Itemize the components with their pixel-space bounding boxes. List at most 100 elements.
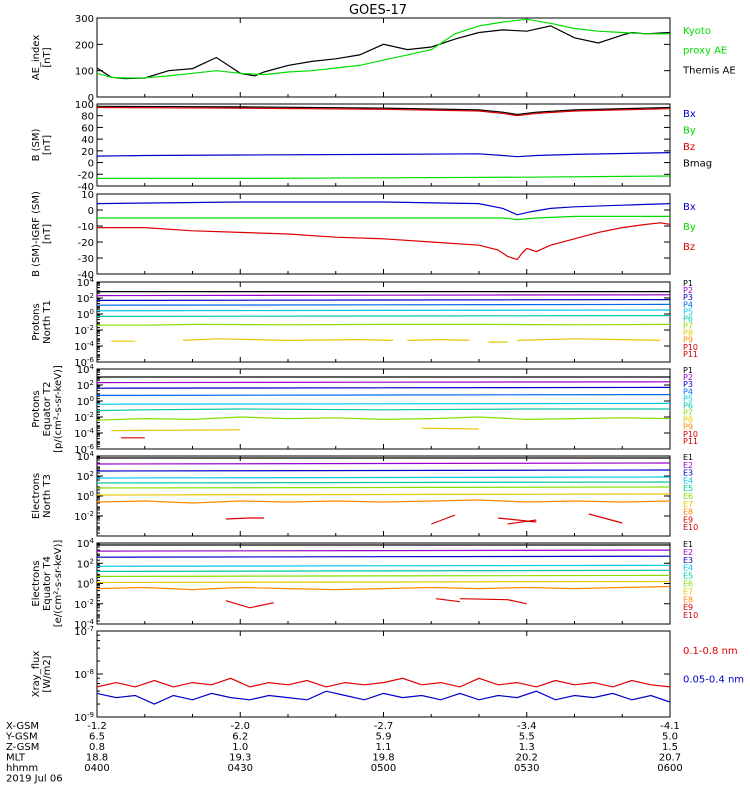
y-tick-label: -40 (78, 270, 94, 281)
time-axis-value: 0600 (657, 763, 682, 774)
legend-entry: Bx (683, 202, 696, 213)
time-axis-value: 1.3 (519, 742, 535, 753)
y-tick-label: 10-8 (74, 668, 94, 681)
legend-entry: E8 (683, 595, 693, 604)
y-tick-label: 300 (75, 14, 94, 25)
y-tick-label: 100 (77, 308, 94, 321)
legend-entry: P7 (683, 409, 693, 418)
legend-entry: By (683, 222, 696, 233)
y-axis-label: Xray_flux [W/m2] (31, 651, 53, 698)
y-tick-label: 60 (81, 123, 94, 134)
y-tick-label: 0 (88, 206, 94, 217)
panel-frame (96, 455, 671, 537)
y-axis-label-line: [nT] (42, 135, 53, 155)
series-line (97, 299, 670, 301)
series-line (421, 427, 480, 430)
legend-entry: P2 (683, 286, 693, 295)
y-tick-label: -20 (78, 170, 94, 181)
y-tick-label: 200 (75, 40, 94, 51)
series-line (97, 416, 670, 421)
legend-entry: E5 (683, 572, 693, 581)
y-tick-label: 10-2 (74, 598, 94, 611)
series-line (407, 338, 470, 341)
legend-entry: P11 (683, 350, 698, 359)
legend-entry: E10 (683, 523, 698, 532)
y-tick-label: -10 (78, 222, 94, 233)
legend-entry: E3 (683, 469, 693, 478)
legend-entry: P9 (683, 423, 693, 432)
legend-entry: P10 (683, 430, 698, 439)
legend-entry: E10 (683, 611, 698, 620)
y-tick-label: 10-7 (74, 625, 94, 638)
y-axis-label-line: [W/m2] (42, 655, 53, 692)
y-tick-label: 100 (77, 490, 94, 503)
legend-entry: E6 (683, 580, 693, 589)
y-tick-label: -20 (78, 238, 94, 249)
legend-entry: E8 (683, 508, 693, 517)
legend-entry: E2 (683, 548, 693, 557)
series-line (97, 175, 670, 179)
series-line (97, 25, 670, 80)
legend-entry: E9 (683, 603, 693, 612)
legend-entry: P3 (683, 380, 693, 389)
legend-entry: E6 (683, 492, 693, 501)
legend-entry: E1 (683, 540, 693, 549)
time-axis-value: 0430 (228, 763, 253, 774)
legend-entry: E7 (683, 500, 693, 509)
legend-entry: E4 (683, 564, 693, 573)
time-axis-row-label: X-GSM (6, 721, 39, 732)
y-tick-label: 102 (77, 470, 94, 483)
panel-frame (96, 542, 671, 625)
y-axis-label-line: Protons (31, 303, 42, 340)
series-line (97, 394, 670, 396)
time-axis-value: 5.9 (376, 732, 392, 743)
legend-entry: Bx (683, 109, 696, 120)
series-line (97, 315, 670, 317)
plot-title: GOES-17 (349, 3, 407, 18)
series-line (97, 476, 670, 479)
time-axis-value: 6.5 (89, 732, 105, 743)
legend-entry: P3 (683, 293, 693, 302)
y-axis-label-line: B (SM)-IGRF (SM) (31, 191, 42, 277)
legend-entry: P6 (683, 314, 693, 323)
time-axis-value: 19.3 (229, 753, 251, 764)
legend-entry: E9 (683, 515, 693, 524)
legend-entry: Bz (683, 242, 695, 253)
legend-entry: By (683, 126, 696, 137)
series-line (97, 564, 670, 567)
series-line (97, 18, 670, 79)
y-tick-label: 104 (77, 363, 95, 376)
series-line (97, 402, 670, 405)
y-axis-label-line: [e/(cm²-s-sr-keV)] (53, 540, 64, 628)
time-axis-row-label: Y-GSM (5, 732, 38, 743)
y-tick-label: 104 (77, 450, 95, 463)
legend-entry: P8 (683, 329, 693, 338)
series-line (431, 514, 456, 525)
y-tick-label: 10-2 (74, 510, 94, 523)
y-axis-label-line: [p/(cm²-s-sr-keV)] (53, 365, 64, 453)
y-axis-label: B (SM)-IGRF (SM) [nT] (31, 191, 53, 277)
series-line (97, 294, 670, 297)
time-axis-value: 5.0 (662, 732, 678, 743)
time-axis-value: 19.8 (372, 753, 394, 764)
panel-e_north: 10-2 100 102 104 Electrons North T3 E1E2E3E4E5… (31, 450, 698, 537)
y-tick-label: 10-2 (74, 411, 94, 424)
series-line (588, 513, 623, 524)
time-axis-value: 0400 (84, 763, 109, 774)
legend-entry: P1 (683, 366, 693, 375)
series-line (97, 381, 670, 384)
legend-entry: 0.1-0.8 nm (683, 646, 738, 657)
series-line (97, 303, 670, 306)
time-axis-value: 20.2 (516, 753, 538, 764)
y-axis-label-line: North T1 (42, 300, 53, 344)
y-tick-label: -40 (78, 182, 94, 193)
series-line (97, 469, 670, 472)
y-tick-label: 102 (77, 557, 94, 570)
y-axis-label-line: [nT] (42, 47, 53, 67)
y-tick-label: 0 (88, 159, 94, 170)
